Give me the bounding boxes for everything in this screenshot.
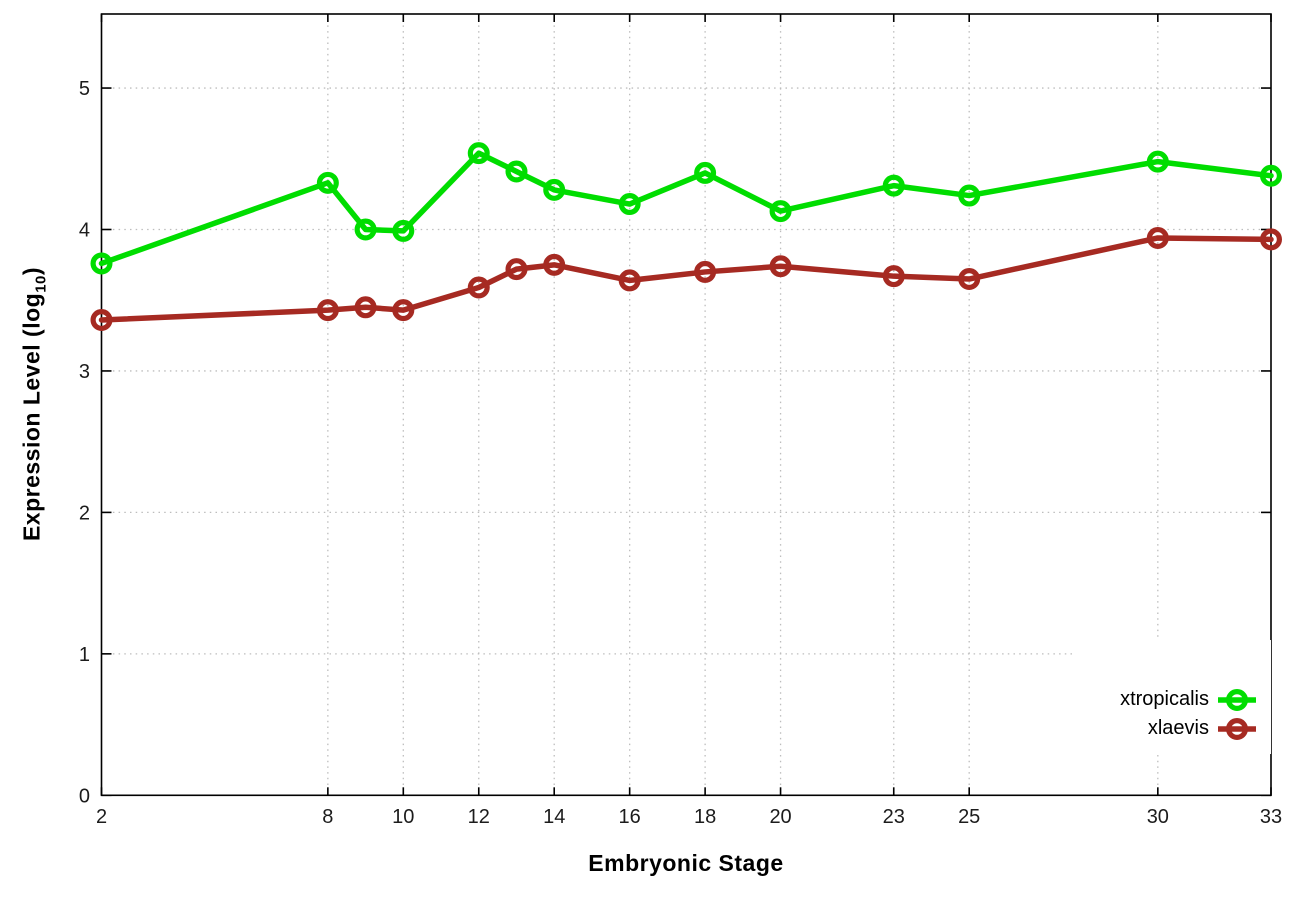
data-point-xlaevis xyxy=(543,253,566,276)
data-point-xlaevis xyxy=(618,269,641,292)
data-point-xtropicalis xyxy=(694,161,717,184)
data-point-xlaevis xyxy=(392,299,415,322)
y-tick-label: 4 xyxy=(79,220,90,242)
data-point-xtropicalis xyxy=(769,200,792,223)
data-point-xtropicalis xyxy=(316,171,339,194)
data-point-xlaevis xyxy=(505,258,528,281)
legend: xtropicalis xlaevis xyxy=(1072,640,1271,754)
legend-item-xlaevis: xlaevis xyxy=(1072,714,1271,743)
data-point-xlaevis xyxy=(769,255,792,278)
x-tick-label: 33 xyxy=(1260,806,1282,828)
series-line-xtropicalis xyxy=(98,150,1274,267)
data-point-xtropicalis xyxy=(882,174,905,197)
x-tick-label: 16 xyxy=(619,806,641,828)
y-tick-label: 2 xyxy=(79,502,90,524)
data-point-xtropicalis xyxy=(958,184,981,207)
x-tick-label: 8 xyxy=(322,806,333,828)
y-tick-label: 5 xyxy=(79,78,90,100)
x-tick-label: 23 xyxy=(883,806,905,828)
x-tick-label: 12 xyxy=(468,806,490,828)
data-point-xlaevis xyxy=(354,296,377,319)
series-line-xlaevis xyxy=(98,235,1274,323)
data-point-xtropicalis xyxy=(618,193,641,216)
y-tick-label: 3 xyxy=(79,361,90,383)
legend-marker-xlaevis xyxy=(1218,717,1256,740)
legend-item-xtropicalis: xtropicalis xyxy=(1072,685,1271,714)
y-axis-title-text: Expression Level (log xyxy=(18,292,45,542)
x-tick-label: 20 xyxy=(769,806,791,828)
x-tick-label: 10 xyxy=(392,806,414,828)
data-point-xlaevis xyxy=(467,276,490,299)
data-point-xtropicalis xyxy=(467,142,490,165)
data-point-xtropicalis xyxy=(543,178,566,201)
legend-label-xtropicalis: xtropicalis xyxy=(1120,688,1209,710)
data-point-xlaevis xyxy=(90,309,113,332)
data-point-xtropicalis xyxy=(1259,164,1282,187)
plot-border xyxy=(100,13,1272,797)
y-axis-title-close: ) xyxy=(18,266,45,276)
x-axis-title: Embryonic Stage xyxy=(588,850,784,876)
y-tick-label: 0 xyxy=(79,785,90,807)
data-point-xtropicalis xyxy=(505,160,528,183)
y-tick-label: 1 xyxy=(79,644,90,666)
data-point-xtropicalis xyxy=(354,218,377,241)
x-tick-label: 2 xyxy=(96,806,107,828)
data-point-xlaevis xyxy=(958,268,981,291)
x-tick-label: 30 xyxy=(1147,806,1169,828)
data-point-xlaevis xyxy=(694,260,717,283)
legend-label-xlaevis: xlaevis xyxy=(1147,717,1209,739)
data-point-xtropicalis xyxy=(392,219,415,242)
data-point-xlaevis xyxy=(1259,228,1282,251)
x-tick-label: 14 xyxy=(543,806,565,828)
y-axis-title-subscript: 10 xyxy=(32,275,50,293)
data-point-xtropicalis xyxy=(1146,150,1169,173)
x-tick-label: 18 xyxy=(694,806,716,828)
legend-marker-xtropicalis xyxy=(1218,688,1256,711)
data-point-xlaevis xyxy=(316,299,339,322)
x-tick-label: 25 xyxy=(958,806,980,828)
data-point-xtropicalis xyxy=(90,252,113,275)
data-point-xlaevis xyxy=(882,265,905,288)
y-axis-title: Expression Level (log10) xyxy=(19,267,50,541)
data-point-xlaevis xyxy=(1146,226,1169,249)
